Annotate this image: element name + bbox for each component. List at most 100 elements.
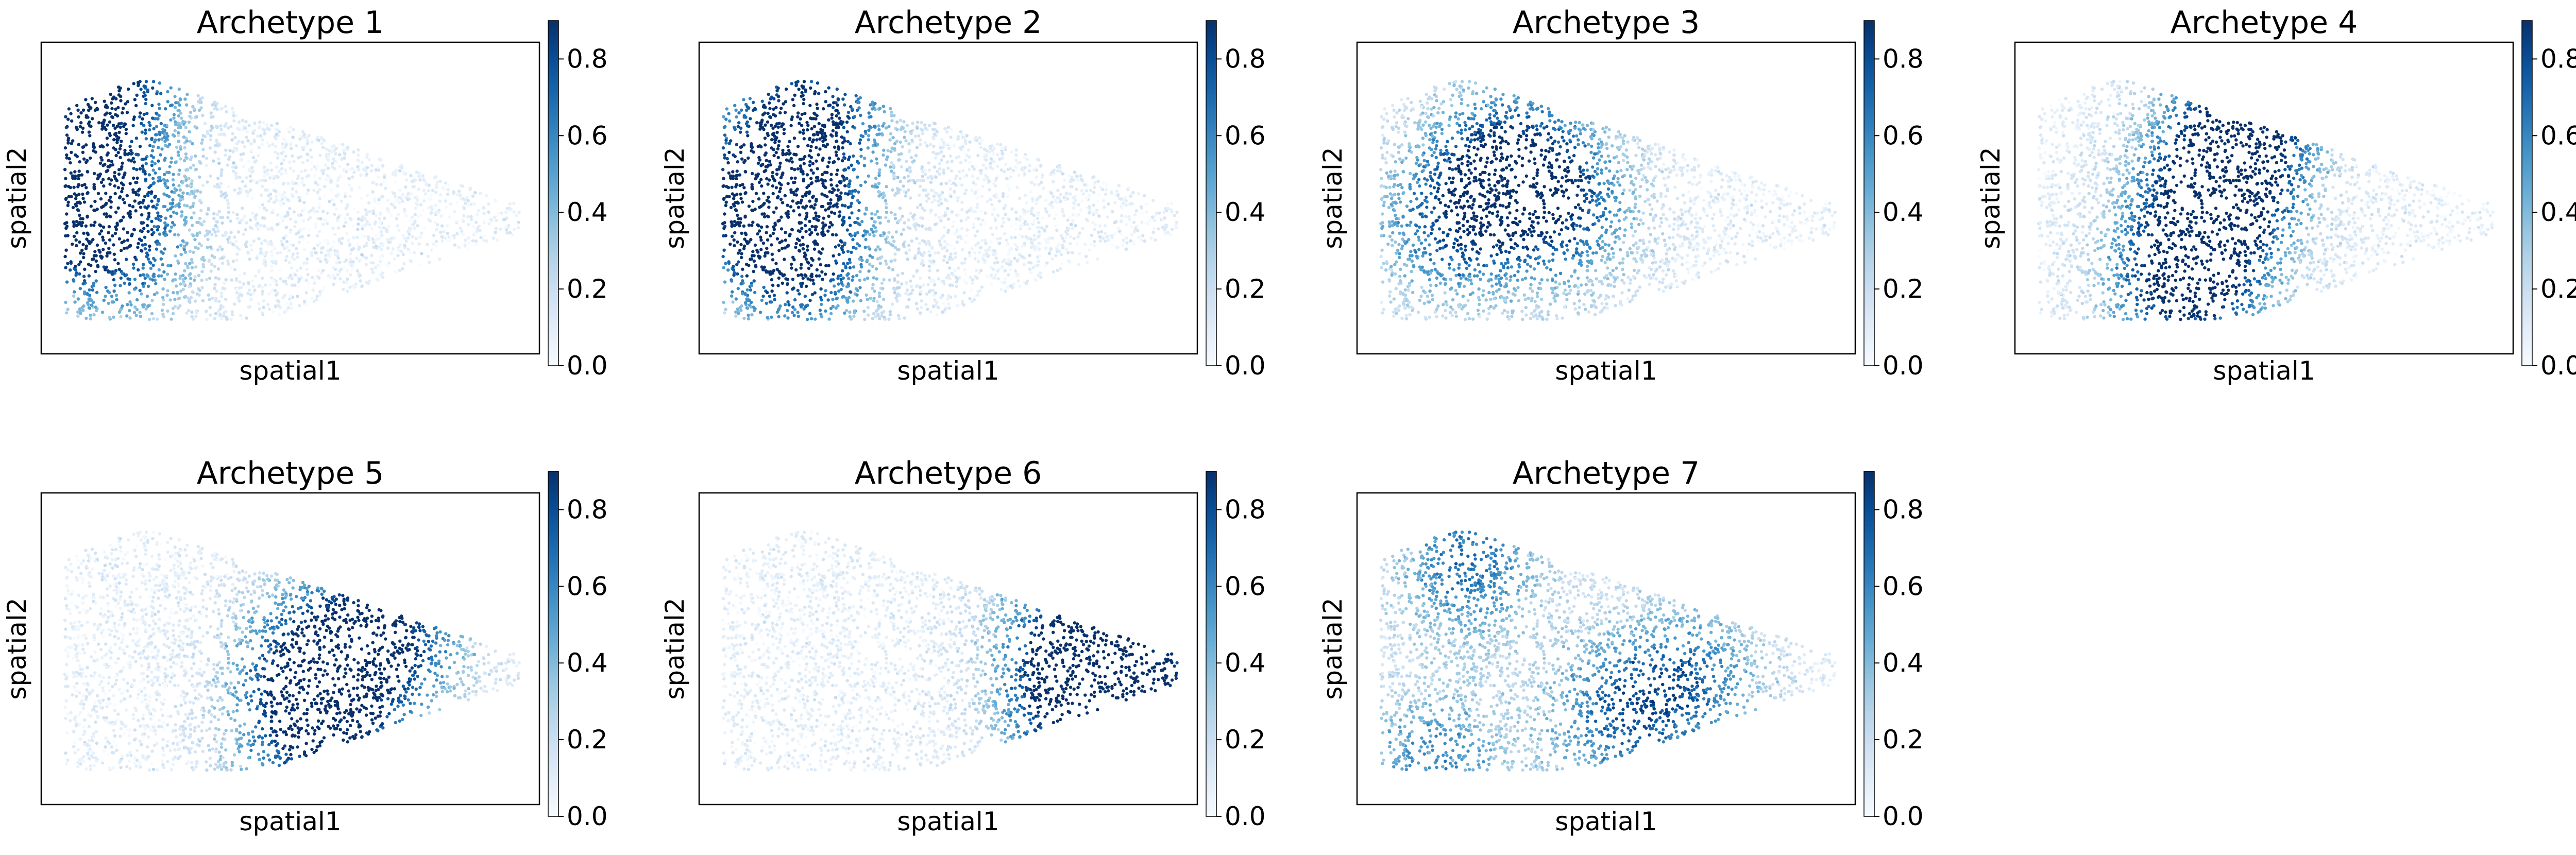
scatter-point [396, 254, 400, 258]
scatter-point [145, 206, 149, 210]
scatter-point [455, 201, 459, 204]
scatter-point [1120, 219, 1123, 224]
scatter-point [344, 220, 348, 225]
scatter-point [180, 116, 183, 120]
scatter-point [89, 204, 93, 208]
scatter-point [205, 278, 209, 282]
scatter-point [448, 234, 452, 238]
scatter-point [249, 298, 253, 302]
scatter-point [866, 298, 870, 301]
scatter-point [1059, 193, 1062, 196]
scatter-point [209, 245, 213, 249]
scatter-point [227, 206, 230, 210]
scatter-point [228, 149, 232, 152]
scatter-point [392, 191, 395, 195]
scatter-point [81, 243, 85, 247]
scatter-point [781, 123, 785, 126]
scatter-point [857, 190, 860, 194]
scatter-point [215, 220, 219, 224]
scatter-point [757, 224, 760, 228]
scatter-point [829, 183, 833, 187]
scatter-point [865, 293, 868, 297]
scatter-point [234, 174, 238, 177]
scatter-point [794, 242, 798, 245]
scatter-point [319, 251, 323, 254]
scatter-point [973, 234, 977, 238]
scatter-point [184, 126, 188, 129]
scatter-point [146, 284, 150, 288]
scatter-point [238, 120, 241, 124]
scatter-point [156, 117, 160, 121]
scatter-point [444, 181, 448, 185]
scatter-point [1001, 195, 1005, 198]
scatter-point [248, 258, 251, 261]
scatter-point [401, 252, 405, 256]
scatter-point [411, 242, 414, 246]
scatter-point [66, 200, 70, 204]
scatter-point [927, 264, 931, 268]
scatter-point [1072, 206, 1076, 210]
scatter-point [1124, 199, 1128, 202]
scatter-point [260, 292, 264, 296]
scatter-point [1029, 190, 1032, 194]
scatter-point [955, 196, 959, 199]
scatter-point [887, 219, 890, 223]
scatter-point [1037, 260, 1040, 263]
scatter-point [104, 105, 108, 109]
scatter-point [160, 137, 164, 141]
scatter-point [153, 162, 157, 165]
scatter-point [746, 134, 750, 138]
scatter-point [121, 176, 125, 180]
scatter-point [253, 215, 257, 218]
scatter-point [418, 178, 422, 182]
scatter-point [776, 156, 780, 159]
scatter-point [836, 98, 840, 101]
scatter-point [770, 243, 773, 247]
scatter-point [975, 206, 979, 210]
scatter-point [739, 126, 743, 130]
scatter-point [423, 227, 427, 230]
scatter-point [496, 238, 499, 242]
scatter-point [512, 228, 516, 231]
scatter-point [260, 193, 263, 197]
scatter-point [184, 178, 188, 182]
scatter-point [832, 161, 835, 164]
scatter-point [270, 253, 274, 258]
scatter-point [763, 254, 767, 258]
scatter-point [438, 179, 442, 183]
scatter-point [296, 177, 299, 180]
scatter-point [170, 156, 174, 160]
scatter-point [245, 130, 249, 133]
scatter-point [220, 107, 224, 110]
scatter-point [108, 316, 111, 319]
scatter-point [757, 180, 761, 184]
scatter-point [475, 213, 479, 217]
scatter-point [63, 254, 67, 259]
scatter-point [769, 115, 773, 119]
scatter-point [837, 147, 841, 151]
scatter-point [1092, 191, 1096, 194]
scatter-point [935, 299, 938, 303]
scatter-point [217, 210, 221, 214]
scatter-point [792, 209, 795, 213]
scatter-point [437, 211, 440, 215]
scatter-point [744, 191, 748, 195]
scatter-point [420, 252, 423, 255]
scatter-point [173, 187, 177, 191]
scatter-point [326, 221, 329, 226]
scatter-point [267, 199, 271, 203]
scatter-point [274, 260, 278, 263]
scatter-point [291, 154, 294, 158]
scatter-point [95, 243, 99, 247]
scatter-point [304, 278, 308, 282]
scatter-point [222, 314, 226, 318]
scatter-point [385, 264, 389, 268]
scatter-point [221, 262, 224, 265]
scatter-point [964, 217, 969, 221]
scatter-point [1030, 241, 1033, 244]
scatter-point [199, 106, 203, 110]
scatter-point [251, 284, 256, 288]
scatter-point [243, 214, 246, 218]
scatter-point [732, 265, 735, 268]
scatter-point [298, 304, 301, 307]
